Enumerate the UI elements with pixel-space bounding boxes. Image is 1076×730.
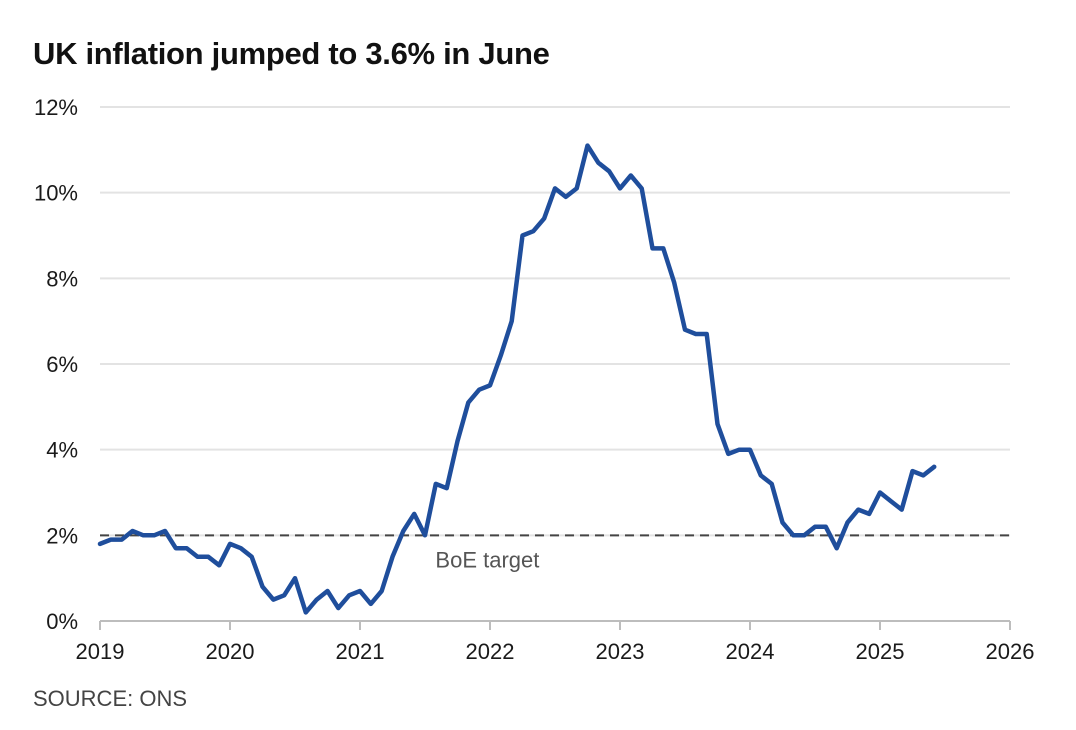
y-tick-label-0: 0% — [46, 609, 78, 634]
y-tick-label-12: 12% — [34, 95, 78, 120]
x-tick-label-2024: 2024 — [726, 639, 775, 664]
x-tick-label-2019: 2019 — [76, 639, 125, 664]
y-axis-tick-labels: 0% 2% 4% 6% 8% 10% 12% — [34, 95, 78, 634]
y-tick-label-6: 6% — [46, 352, 78, 377]
y-tick-label-8: 8% — [46, 266, 78, 291]
source-note: SOURCE: ONS — [33, 686, 188, 711]
x-tick-label-2020: 2020 — [206, 639, 255, 664]
x-tick-label-2021: 2021 — [336, 639, 385, 664]
x-axis: 2019 2020 2021 2022 2023 2024 2025 2026 — [76, 620, 1035, 664]
series-group — [97, 143, 937, 615]
x-tick-label-2022: 2022 — [466, 639, 515, 664]
boe-target-label: BoE target — [435, 547, 539, 572]
x-tick-label-2025: 2025 — [856, 639, 905, 664]
x-tick-label-2026: 2026 — [986, 639, 1035, 664]
y-tick-label-2: 2% — [46, 523, 78, 548]
chart-title: UK inflation jumped to 3.6% in June — [33, 36, 550, 71]
x-tick-label-2023: 2023 — [596, 639, 645, 664]
gridlines — [100, 106, 1010, 537]
cpi-inflation-line — [97, 143, 937, 615]
y-tick-label-4: 4% — [46, 438, 78, 463]
y-tick-label-10: 10% — [34, 181, 78, 206]
